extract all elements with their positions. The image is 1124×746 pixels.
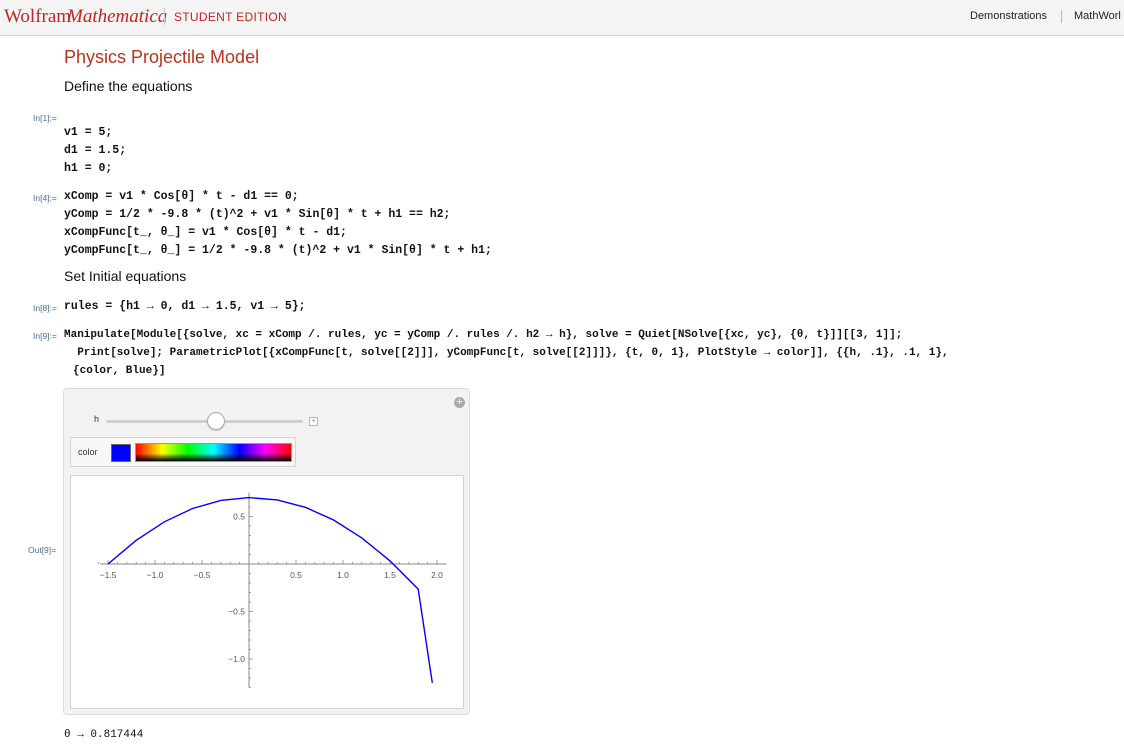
h-slider-handle[interactable] — [207, 412, 226, 430]
nav-link-demonstrations[interactable]: Demonstrations — [970, 10, 1048, 22]
y-tick-label: −0.5 — [228, 607, 245, 617]
x-tick-label: 2.0 — [431, 570, 443, 580]
output-label-9: Out[9]= — [28, 545, 57, 555]
code-line: h1 = 0; — [64, 162, 113, 175]
series-line — [107, 496, 433, 683]
code-line: xComp = v1 * Cos[θ] * t - d1 == 0; — [64, 190, 299, 203]
section-text-initial: Set Initial equations — [64, 268, 187, 284]
nav-link-mathworld[interactable]: MathWorl — [1074, 10, 1121, 22]
x-tick-label: −1.0 — [147, 570, 164, 580]
brand-mathematica-logo[interactable]: Mathematica — [67, 6, 168, 27]
h-slider-expand-icon[interactable]: + — [309, 417, 318, 426]
code-line: {color, Blue}] — [73, 365, 166, 377]
code-line: rules = {h1 → 0, d1 → 1.5, v1 → 5}; — [64, 300, 306, 313]
x-tick-label: −1.5 — [100, 570, 117, 580]
x-tick-label: 0.5 — [290, 570, 302, 580]
edition-label: STUDENT EDITION — [174, 10, 287, 24]
color-spectrum-picker[interactable] — [135, 443, 292, 462]
code-line: Print[solve]; ParametricPlot[{xCompFunc[… — [64, 347, 949, 359]
input-label-1: In[1]:= — [33, 113, 57, 123]
manipulate-options-icon[interactable]: + — [454, 397, 465, 408]
color-control: color — [70, 437, 296, 467]
section-text-define: Define the equations — [64, 78, 193, 94]
code-line: v1 = 5; — [64, 126, 113, 139]
code-line: d1 = 1.5; — [64, 144, 127, 157]
color-swatch[interactable] — [111, 444, 131, 462]
y-tick-label: −1.0 — [228, 654, 245, 664]
code-line: yCompFunc[t_, θ_] = 1/2 * -9.8 * (t)^2 +… — [64, 244, 492, 257]
input-cell-4[interactable]: xComp = v1 * Cos[θ] * t - d1 == 0; yComp … — [64, 188, 492, 260]
plot-area: −1.5 −1.0 −0.5 0.5 1.0 1.5 2.0 0.5 −0.5 −1.0 — [70, 475, 464, 709]
y-tick-label: 0.5 — [233, 512, 245, 522]
parametric-plot: −1.5 −1.0 −0.5 0.5 1.0 1.5 2.0 0.5 −0.5 −1.0 — [98, 492, 447, 688]
header-bar: Wolfram Mathematica STUDENT EDITION Demo… — [0, 0, 1124, 36]
input-cell-8[interactable]: rules = {h1 → 0, d1 → 1.5, v1 → 5}; — [64, 298, 306, 316]
nav-divider — [1061, 10, 1062, 23]
h-slider-label: h — [94, 414, 100, 424]
brand-wolfram-logo[interactable]: Wolfram — [4, 6, 72, 27]
code-line: xCompFunc[t_, θ_] = v1 * Cos[θ] * t - d1… — [64, 226, 347, 239]
print-output: θ → 0.817444 — [64, 729, 144, 741]
input-cell-1[interactable]: v1 = 5; d1 = 1.5; h1 = 0; — [64, 124, 126, 178]
code-line: Manipulate[Module[{solve, xc = xComp /. … — [64, 329, 903, 341]
x-tick-label: 1.5 — [384, 570, 396, 580]
brand-divider — [164, 8, 165, 25]
input-label-9: In[9]:= — [33, 331, 57, 341]
color-label: color — [78, 447, 98, 457]
input-label-8: In[8]:= — [33, 303, 57, 313]
notebook-title: Physics Projectile Model — [64, 47, 260, 67]
h-slider-track[interactable] — [106, 420, 303, 423]
input-cell-9[interactable]: Manipulate[Module[{solve, xc = xComp /. … — [64, 326, 949, 380]
code-line: yComp = 1/2 * -9.8 * (t)^2 + v1 * Sin[θ]… — [64, 208, 451, 221]
input-label-4: In[4]:= — [33, 193, 57, 203]
x-tick-label: −0.5 — [194, 570, 211, 580]
x-tick-label: 1.0 — [337, 570, 349, 580]
manipulate-panel: + h + color −1.5 −1.0 −0.5 0.5 1.0 1.5 2.0 0.5−… — [63, 388, 470, 715]
